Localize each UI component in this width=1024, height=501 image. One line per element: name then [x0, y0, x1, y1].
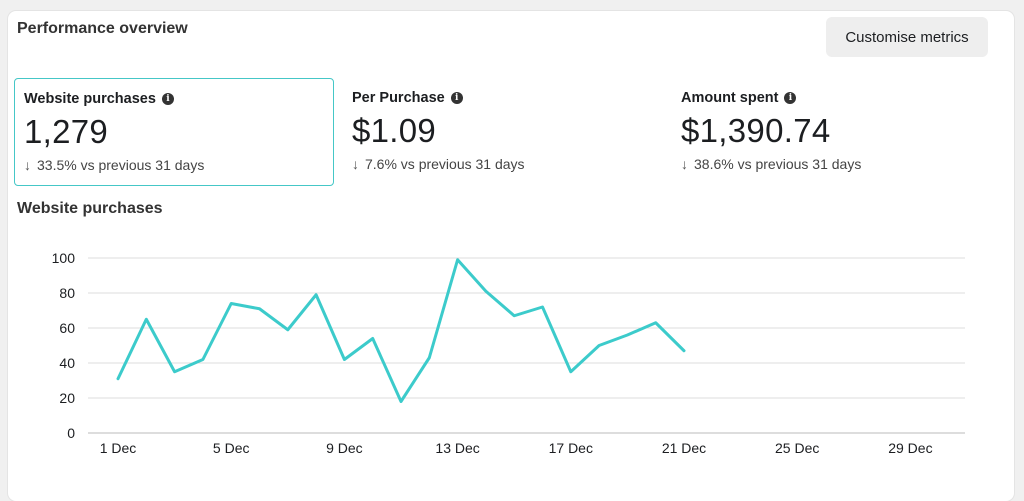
data-point[interactable]: [565, 366, 577, 378]
metric-delta-text: 33.5% vs previous 31 days: [37, 157, 205, 173]
metric-label: Per Purchase i: [352, 90, 654, 106]
arrow-down-icon: ↓: [352, 156, 359, 172]
metric-delta-text: 38.6% vs previous 31 days: [694, 156, 862, 172]
y-tick-label: 60: [59, 320, 75, 336]
series-line-0[interactable]: [116, 258, 686, 403]
data-point[interactable]: [367, 333, 379, 345]
y-tick-label: 100: [52, 250, 76, 266]
data-point[interactable]: [282, 324, 294, 336]
info-icon[interactable]: i: [450, 92, 463, 104]
metric-tile-2[interactable]: Per Purchase i $1.09 ↓ 7.6% vs previous …: [343, 78, 663, 186]
data-point[interactable]: [452, 254, 464, 266]
arrow-down-icon: ↓: [24, 157, 31, 173]
data-point[interactable]: [225, 298, 237, 310]
arrow-down-icon: ↓: [681, 156, 688, 172]
data-point[interactable]: [112, 373, 124, 385]
purchases-line-chart: 0 20 40 60 80 100 1 Dec 5 Dec 9 Dec 13 Dec 17 Dec 2…: [52, 250, 965, 456]
data-point[interactable]: [593, 340, 605, 352]
data-point[interactable]: [650, 317, 662, 329]
y-tick-label: 0: [67, 425, 75, 441]
metric-delta: ↓ 7.6% vs previous 31 days: [352, 156, 654, 172]
data-point[interactable]: [537, 301, 549, 313]
metric-value: $1.09: [352, 112, 437, 149]
y-tick-label: 40: [59, 355, 75, 371]
data-point[interactable]: [197, 354, 209, 366]
x-tick-label: 25 Dec: [775, 440, 819, 456]
data-point[interactable]: [395, 396, 407, 408]
data-point[interactable]: [338, 354, 350, 366]
y-tick-label: 80: [59, 285, 75, 301]
metric-label-text: Per Purchase: [352, 90, 445, 106]
data-point[interactable]: [508, 310, 520, 322]
x-tick-label: 21 Dec: [662, 440, 706, 456]
metric-tile-1[interactable]: Website purchases i 1,279 ↓ 33.5% vs pre…: [14, 78, 334, 186]
customise-metrics-button[interactable]: Customise metrics: [826, 17, 988, 57]
metric-label-text: Website purchases: [24, 91, 156, 107]
x-tick-label: 29 Dec: [888, 440, 932, 456]
x-tick-label: 9 Dec: [326, 440, 363, 456]
data-point[interactable]: [169, 366, 181, 378]
x-tick-label: 1 Dec: [100, 440, 137, 456]
metric-delta-text: 7.6% vs previous 31 days: [365, 156, 525, 172]
performance-card: [8, 11, 1014, 501]
data-point[interactable]: [254, 303, 266, 315]
data-point[interactable]: [621, 329, 633, 341]
metric-label: Amount spent i: [681, 90, 983, 106]
metric-tile-3[interactable]: Amount spent i $1,390.74 ↓ 38.6% vs prev…: [672, 78, 992, 186]
metric-label: Website purchases i: [24, 91, 324, 107]
x-tick-label: 17 Dec: [549, 440, 593, 456]
data-point[interactable]: [678, 345, 690, 357]
metric-label-text: Amount spent: [681, 90, 779, 106]
y-tick-label: 20: [59, 390, 75, 406]
info-icon[interactable]: i: [161, 93, 174, 105]
x-tick-label: 13 Dec: [435, 440, 479, 456]
metric-delta: ↓ 38.6% vs previous 31 days: [681, 156, 983, 172]
data-point[interactable]: [423, 352, 435, 364]
chart-title: Website purchases: [17, 200, 163, 217]
metric-value: $1,390.74: [681, 112, 831, 149]
data-point[interactable]: [480, 285, 492, 297]
data-point[interactable]: [140, 313, 152, 325]
metric-value: 1,279: [24, 113, 109, 150]
page-title: Performance overview: [17, 20, 188, 37]
metric-delta: ↓ 33.5% vs previous 31 days: [24, 157, 324, 173]
x-tick-label: 5 Dec: [213, 440, 250, 456]
info-icon[interactable]: i: [784, 92, 797, 104]
data-point[interactable]: [310, 289, 322, 301]
